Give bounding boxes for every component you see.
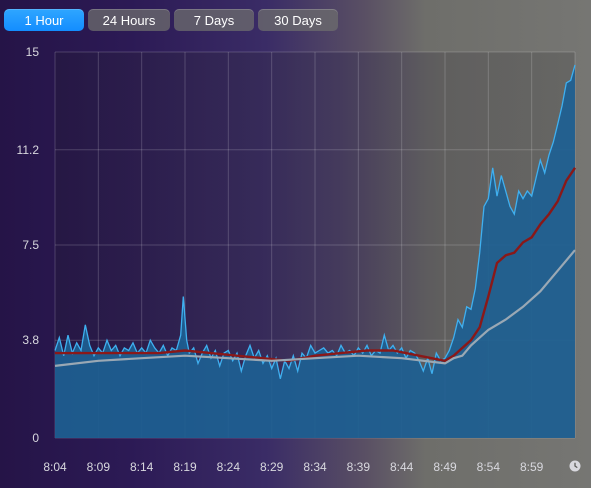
x-tick-label: 8:39 bbox=[347, 460, 371, 474]
x-tick-label: 8:34 bbox=[303, 460, 327, 474]
x-tick-label: 8:44 bbox=[390, 460, 414, 474]
clock-icon[interactable] bbox=[569, 460, 581, 472]
y-tick-label: 11.2 bbox=[17, 143, 40, 157]
y-tick-label: 15 bbox=[26, 45, 40, 59]
tab-7-days[interactable]: 7 Days bbox=[174, 9, 254, 31]
series-average-line bbox=[55, 167, 576, 363]
y-tick-label: 0 bbox=[32, 431, 39, 445]
x-tick-label: 8:59 bbox=[520, 460, 544, 474]
y-tick-label: 7.5 bbox=[22, 238, 39, 252]
x-tick-label: 8:19 bbox=[173, 460, 197, 474]
x-tick-label: 8:49 bbox=[433, 460, 457, 474]
y-tick-label: 3.8 bbox=[22, 333, 39, 347]
x-tick-label: 8:14 bbox=[130, 460, 154, 474]
tab-30-days[interactable]: 30 Days bbox=[258, 9, 338, 31]
x-tick-label: 8:04 bbox=[43, 460, 67, 474]
series bbox=[54, 64, 576, 439]
tab-24-hours[interactable]: 24 Hours bbox=[88, 9, 170, 31]
x-tick-label: 8:54 bbox=[477, 460, 501, 474]
x-axis-ticks: 8:04 8:09 8:14 8:19 8:24 8:29 8:34 8:39 8:44 8:49… bbox=[43, 460, 543, 474]
series-baseline-line bbox=[54, 249, 576, 367]
time-range-tabs: 1 Hour 24 Hours 7 Days 30 Days bbox=[4, 9, 338, 31]
y-axis-ticks: 0 3.8 7.5 11.2 15 bbox=[17, 45, 40, 445]
series-area-fill bbox=[55, 64, 575, 439]
x-tick-label: 8:24 bbox=[217, 460, 241, 474]
x-tick-label: 8:09 bbox=[87, 460, 111, 474]
tab-1-hour[interactable]: 1 Hour bbox=[4, 9, 84, 31]
x-tick-label: 8:29 bbox=[260, 460, 284, 474]
series-area-line bbox=[54, 64, 576, 379]
